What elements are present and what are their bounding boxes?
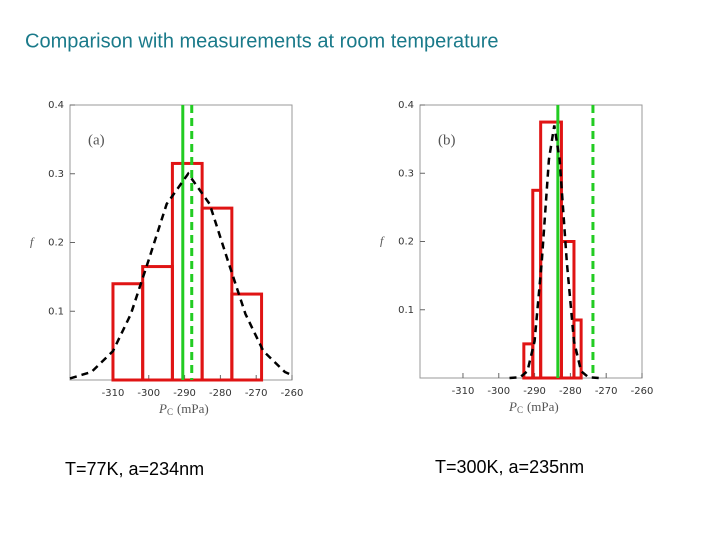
histogram-bar (200, 206, 234, 382)
y-axis-label: f (380, 233, 385, 247)
x-tick-label: -260 (631, 386, 654, 397)
x-tick-label: -280 (209, 388, 232, 399)
y-tick-label: 0.3 (398, 168, 414, 179)
x-axis-unit: (mPa) (177, 401, 209, 416)
x-tick-label: -260 (281, 388, 304, 399)
x-tick-label: -270 (595, 386, 618, 397)
histogram-bar (230, 292, 264, 382)
y-tick-label: 0.1 (398, 305, 414, 316)
x-tick-label: -310 (452, 386, 475, 397)
x-tick-label: -290 (173, 388, 196, 399)
x-axis-unit: (mPa) (527, 399, 559, 414)
x-tick-label: -290 (523, 386, 546, 397)
x-axis-label: PC (mPa) (158, 401, 209, 417)
histogram-bar (170, 161, 204, 382)
x-tick-label: -300 (137, 388, 160, 399)
x-axis-label: PC (mPa) (508, 399, 559, 415)
histogram-bar (559, 240, 576, 380)
panel-label: (b) (438, 132, 456, 148)
y-axis-label: f (30, 234, 35, 248)
x-tick-label: -270 (245, 388, 268, 399)
panel-label: (a) (88, 132, 105, 148)
x-tick-label: -310 (102, 388, 125, 399)
x-axis-symbol: P (158, 401, 167, 416)
x-axis-subscript: C (517, 405, 523, 415)
y-tick-label: 0.2 (398, 237, 414, 248)
fit-curve (509, 125, 600, 380)
page-title: Comparison with measurements at room tem… (25, 30, 499, 52)
x-axis-subscript: C (167, 407, 173, 417)
caption: T=77K, a=234nm (65, 459, 204, 479)
y-tick-label: 0.4 (48, 100, 64, 111)
fit-curve (69, 171, 293, 380)
y-tick-label: 0.4 (398, 100, 414, 111)
x-tick-label: -280 (559, 386, 582, 397)
caption: T=300K, a=235nm (435, 457, 584, 477)
x-axis-symbol: P (508, 399, 517, 414)
y-tick-label: 0.3 (48, 169, 64, 180)
y-tick-label: 0.1 (48, 306, 64, 317)
histogram-bar (141, 265, 174, 382)
y-tick-label: 0.2 (48, 238, 64, 249)
histogram-bar (111, 282, 145, 382)
x-tick-label: -300 (487, 386, 510, 397)
histogram-bar (572, 318, 583, 380)
